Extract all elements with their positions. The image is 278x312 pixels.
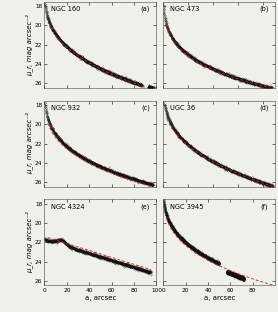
Text: (c): (c) xyxy=(141,105,150,111)
Text: (e): (e) xyxy=(140,204,150,210)
Text: UGC 36: UGC 36 xyxy=(170,105,195,111)
Text: (d): (d) xyxy=(259,105,269,111)
Text: NGC 4324: NGC 4324 xyxy=(51,204,85,210)
Text: (a): (a) xyxy=(140,6,150,12)
Text: NGC 160: NGC 160 xyxy=(51,6,81,12)
X-axis label: a, arcsec: a, arcsec xyxy=(203,295,235,301)
Y-axis label: μ_r, mag arcsec⁻²: μ_r, mag arcsec⁻² xyxy=(25,113,33,174)
Text: NGC 3945: NGC 3945 xyxy=(170,204,203,210)
Text: NGC 932: NGC 932 xyxy=(51,105,80,111)
Y-axis label: μ_r, mag arcsec⁻²: μ_r, mag arcsec⁻² xyxy=(25,14,33,76)
X-axis label: a, arcsec: a, arcsec xyxy=(85,295,116,301)
Text: NGC 473: NGC 473 xyxy=(170,6,199,12)
Text: (f): (f) xyxy=(261,204,269,210)
Y-axis label: μ_r, mag arcsec⁻²: μ_r, mag arcsec⁻² xyxy=(25,212,33,273)
Text: (b): (b) xyxy=(259,6,269,12)
